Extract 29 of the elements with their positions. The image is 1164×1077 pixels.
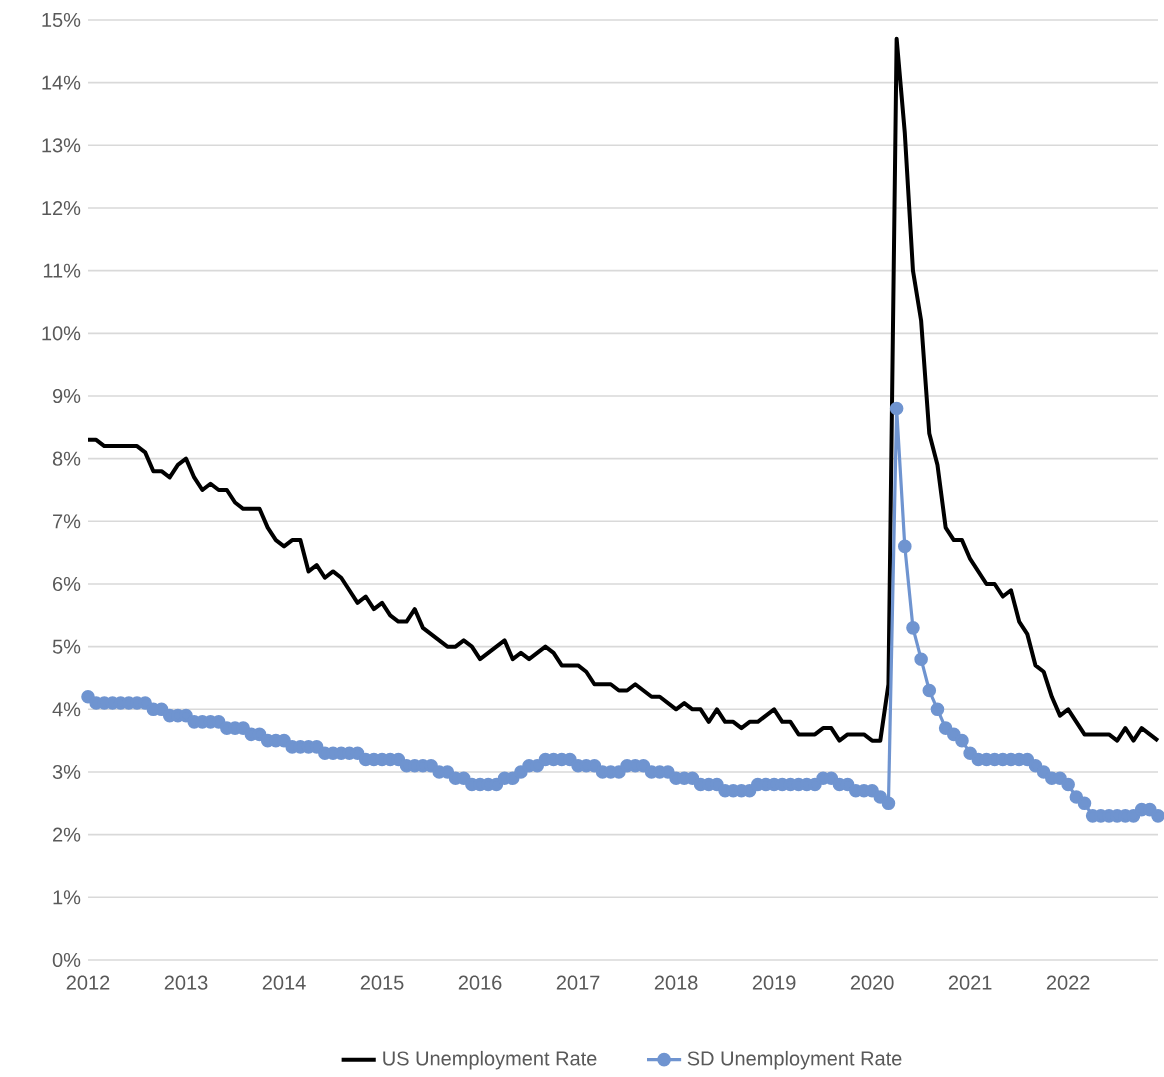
y-tick-label: 10% [42,326,81,341]
x-tick-label: 2014 [262,975,306,990]
y-tick-label: 8% [52,451,81,466]
y-tick-label: 1% [53,890,81,905]
y-tick-label: 11% [43,263,81,278]
x-tick-label: 2019 [752,975,796,990]
y-tick-label: 5% [52,639,81,654]
y-tick-label: 9% [52,388,81,404]
y-tick-label: 3% [52,764,81,780]
y-tick-label: 14% [42,75,81,90]
y-tick-label: 7% [53,514,81,529]
x-tick-label: 2017 [556,975,600,990]
y-tick-label: 12% [42,200,81,216]
y-tick-label: 15% [42,12,81,28]
y-tick-label: 13% [42,138,81,153]
legend-label: US Unemployment Rate [383,1050,597,1070]
legend-label: SD Unemployment Rate [687,1050,902,1070]
x-tick-label: 2013 [164,975,208,990]
y-tick-label: 0% [52,952,81,968]
x-tick-label: 2018 [654,975,698,990]
x-tick-label: 2021 [948,975,992,990]
y-tick-label: 4% [52,702,81,717]
y-tick-label: 6% [53,576,81,592]
x-tick-label: 2015 [360,975,404,990]
x-tick-label: 2016 [458,975,502,990]
x-tick-label: 2020 [850,975,894,990]
x-tick-label: 2022 [1046,975,1090,990]
x-tick-label: 2012 [66,975,110,990]
y-tick-label: 2% [53,827,81,842]
